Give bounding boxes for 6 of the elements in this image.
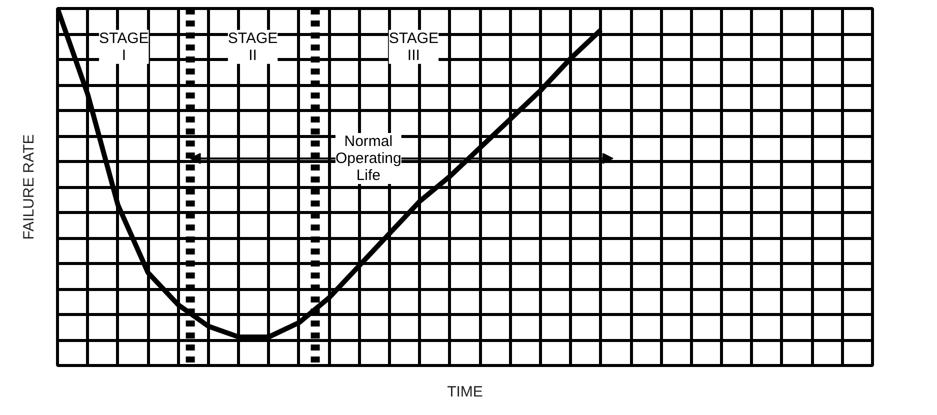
annotation: STAGE III [388,30,439,64]
x-axis-title: TIME [447,384,483,400]
annotation: STAGE I [99,30,149,64]
annotation: Normal Operating Life [335,132,402,184]
annotation: STAGE II [228,30,278,64]
y-axis-title: FAILURE RATE [20,134,38,240]
